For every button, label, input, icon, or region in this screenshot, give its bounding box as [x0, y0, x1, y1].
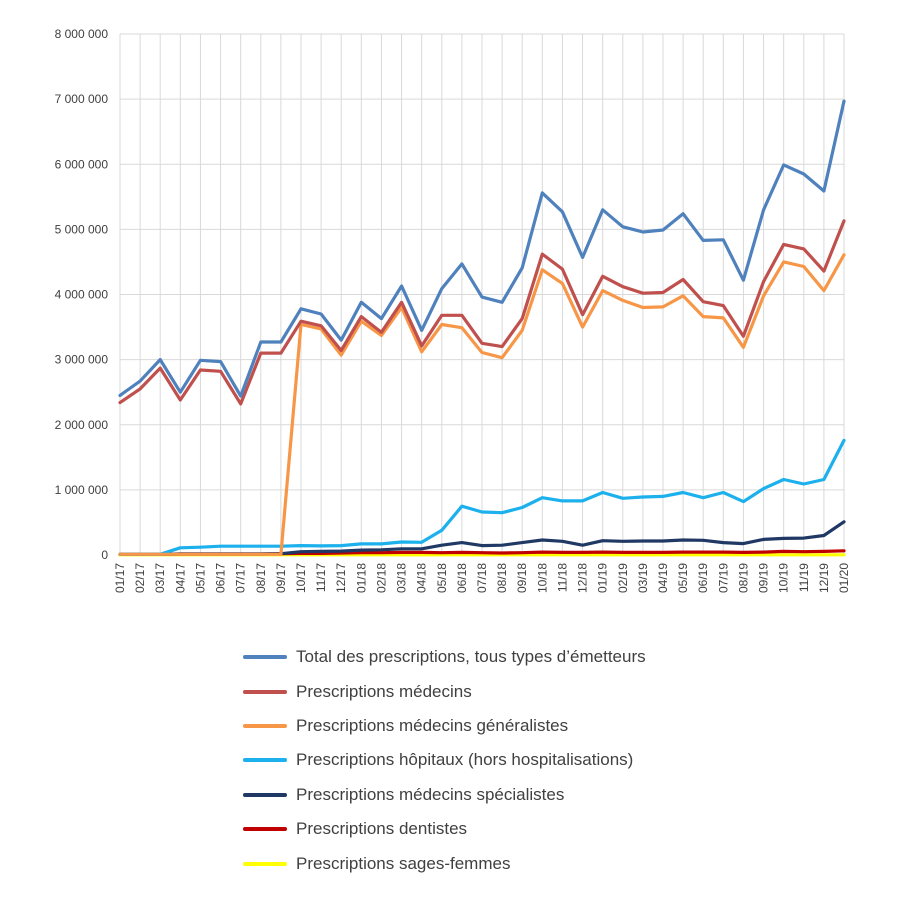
- x-tick-label: 05/17: [193, 563, 207, 593]
- legend-swatch: [243, 689, 287, 694]
- x-tick-label: 07/18: [475, 563, 489, 593]
- legend-label: Prescriptions dentistes: [296, 819, 468, 839]
- x-tick-label: 03/17: [153, 563, 167, 593]
- x-tick-label: 10/19: [777, 563, 791, 593]
- x-tick-label: 03/18: [395, 563, 409, 593]
- x-tick-label: 08/19: [736, 563, 750, 593]
- y-axis: 0 1 000 000 2 000 000 3 000 000 4 000 000 5 0…: [55, 27, 109, 562]
- series-line: [118, 219, 846, 406]
- series-line: [118, 99, 846, 398]
- legend-item: Prescriptions médecins: [243, 674, 646, 708]
- legend-label: Prescriptions hôpitaux (hors hospitalisa…: [296, 750, 634, 770]
- y-tick-label: 5 000 000: [55, 222, 109, 236]
- legend-swatch: [243, 758, 287, 763]
- series-line: [118, 253, 846, 556]
- legend-swatch: [243, 827, 287, 832]
- legend-label: Total des prescriptions, tous types d’ém…: [296, 647, 646, 667]
- x-tick-label: 11/19: [797, 563, 811, 592]
- y-tick-label: 7 000 000: [55, 92, 109, 106]
- x-tick-label: 07/17: [234, 563, 248, 593]
- series-lines: [118, 99, 846, 557]
- legend-item: Prescriptions médecins généralistes: [243, 709, 646, 743]
- legend-item: Prescriptions dentistes: [243, 812, 646, 846]
- x-tick-label: 08/17: [254, 563, 268, 593]
- x-tick-label: 09/18: [515, 563, 529, 593]
- legend-swatch: [243, 861, 287, 866]
- y-tick-label: 3 000 000: [55, 353, 109, 367]
- series-line: [118, 438, 846, 556]
- y-tick-label: 6 000 000: [55, 157, 109, 171]
- x-tick-label: 04/18: [415, 563, 429, 593]
- x-tick-label: 01/17: [113, 563, 127, 593]
- legend-label: Prescriptions médecins: [296, 681, 472, 701]
- x-tick-label: 11/18: [555, 563, 569, 592]
- x-tick-label: 09/19: [757, 563, 771, 593]
- x-tick-label: 12/18: [576, 563, 590, 593]
- y-tick-label: 2 000 000: [55, 418, 109, 432]
- x-tick-label: 10/17: [294, 563, 308, 593]
- x-tick-label: 07/19: [716, 563, 730, 593]
- legend-label: Prescriptions médecins spécialistes: [296, 784, 565, 804]
- y-tick-label: 8 000 000: [55, 27, 109, 41]
- x-tick-label: 01/19: [596, 563, 610, 593]
- x-tick-label: 10/18: [535, 563, 549, 593]
- x-tick-label: 12/17: [334, 563, 348, 593]
- y-tick-label: 1 000 000: [55, 483, 109, 497]
- legend-item: Total des prescriptions, tous types d’ém…: [243, 640, 646, 674]
- x-tick-label: 02/18: [374, 563, 388, 593]
- legend-item: Prescriptions sages-femmes: [243, 846, 646, 880]
- x-tick-label: 02/17: [133, 563, 147, 593]
- legend-label: Prescriptions sages-femmes: [296, 853, 511, 873]
- x-tick-label: 05/19: [676, 563, 690, 593]
- gridlines: [119, 33, 845, 556]
- y-tick-label: 0: [101, 548, 108, 562]
- x-tick-label: 12/19: [817, 563, 831, 593]
- x-tick-label: 01/18: [354, 563, 368, 593]
- x-axis: 01/17 02/17 03/17 04/17 05/17 06/17 07/17 08/17…: [113, 563, 851, 593]
- x-tick-label: 04/19: [656, 563, 670, 593]
- legend-label: Prescriptions médecins généralistes: [296, 715, 569, 735]
- x-tick-label: 03/19: [636, 563, 650, 593]
- x-tick-label: 06/19: [696, 563, 710, 593]
- y-tick-label: 4 000 000: [55, 288, 109, 302]
- x-tick-label: 04/17: [173, 563, 187, 593]
- x-tick-label: 09/17: [274, 563, 288, 593]
- legend-swatch: [243, 723, 287, 728]
- x-tick-label: 08/18: [495, 563, 509, 593]
- x-tick-label: 06/18: [455, 563, 469, 593]
- legend-item: Prescriptions médecins spécialistes: [243, 778, 646, 812]
- legend: Total des prescriptions, tous types d’ém…: [243, 640, 646, 881]
- legend-swatch: [243, 792, 287, 797]
- x-tick-label: 06/17: [214, 563, 228, 593]
- legend-item: Prescriptions hôpitaux (hors hospitalisa…: [243, 743, 646, 777]
- line-chart: 0 1 000 000 2 000 000 3 000 000 4 000 000 5 0…: [55, 27, 851, 593]
- x-tick-label: 01/20: [837, 563, 851, 593]
- x-tick-label: 02/19: [616, 563, 630, 593]
- x-tick-label: 05/18: [435, 563, 449, 593]
- legend-swatch: [243, 655, 287, 660]
- x-tick-label: 11/17: [314, 563, 328, 592]
